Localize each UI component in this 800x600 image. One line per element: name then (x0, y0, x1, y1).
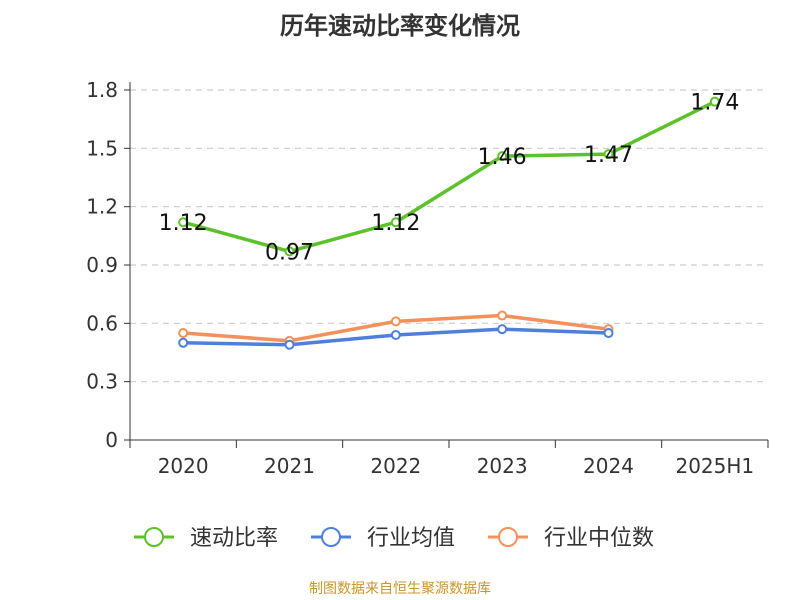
y-tick-label: 1.8 (86, 78, 118, 102)
series-2-point[interactable] (390, 316, 401, 327)
y-tick-label: 1.2 (86, 195, 118, 219)
series-1-point[interactable] (284, 339, 295, 350)
legend-item-2[interactable]: 行业中位数 (488, 526, 654, 551)
legend-label: 行业均值 (367, 526, 455, 551)
legend-label: 行业中位数 (544, 526, 654, 551)
series-0-point[interactable] (603, 149, 614, 160)
series-0-point[interactable] (390, 217, 401, 228)
series-0-point[interactable] (497, 151, 508, 162)
legend-item-1[interactable]: 行业均值 (311, 526, 455, 551)
chart-title: 历年速动比率变化情况 (280, 12, 520, 40)
legend-label: 速动比率 (190, 526, 278, 551)
series-1-point[interactable] (390, 330, 401, 340)
x-tick-label: 2025H1 (675, 454, 754, 478)
data-label: 1.46 (478, 145, 527, 170)
x-tick-label: 2023 (477, 454, 528, 478)
series-1-point[interactable] (497, 324, 508, 335)
data-label: 1.12 (159, 211, 208, 236)
series-line-0 (181, 99, 717, 254)
data-label: 1.12 (371, 211, 420, 236)
y-tick-label: 0.3 (86, 370, 118, 394)
series-0-point[interactable] (284, 246, 295, 257)
y-tick-label: 0 (105, 428, 118, 452)
data-label-layer: 1.12 0.97 1.12 1.46 1.47 1.74 (159, 91, 740, 266)
series-0-point[interactable] (709, 96, 720, 107)
source-note: 制图数据来自恒生聚源数据库 (309, 581, 491, 597)
series-0-point[interactable] (178, 217, 189, 228)
data-label: 0.97 (265, 240, 314, 265)
legend-marker (144, 527, 164, 547)
x-tick-label: 2020 (158, 454, 209, 478)
y-tick-label: 0.6 (86, 311, 118, 335)
legend[interactable]: 速动比率 行业均值 行业中位数 (134, 526, 654, 551)
legend-item-0[interactable]: 速动比率 (134, 526, 278, 551)
legend-marker (498, 527, 518, 547)
data-label: 1.74 (690, 91, 739, 116)
series-2-point[interactable] (178, 328, 189, 339)
legend-marker (321, 527, 341, 547)
series-1-point[interactable] (178, 337, 189, 348)
x-tick-label: 2024 (583, 454, 634, 478)
y-tick-label: 0.9 (86, 253, 118, 277)
series-1-point[interactable] (603, 328, 614, 339)
series-2-point[interactable] (497, 310, 508, 321)
axis-layer: 0 0.3 0.6 0.9 1.2 1.5 1.8 2020 2021 2022 2023 2024 2… (86, 78, 769, 478)
data-label: 1.47 (584, 143, 633, 168)
y-tick-label: 1.5 (86, 136, 118, 160)
x-tick-label: 2021 (264, 454, 315, 478)
grid-layer (130, 89, 768, 383)
x-tick-label: 2022 (370, 454, 421, 478)
series-layer (178, 96, 720, 350)
